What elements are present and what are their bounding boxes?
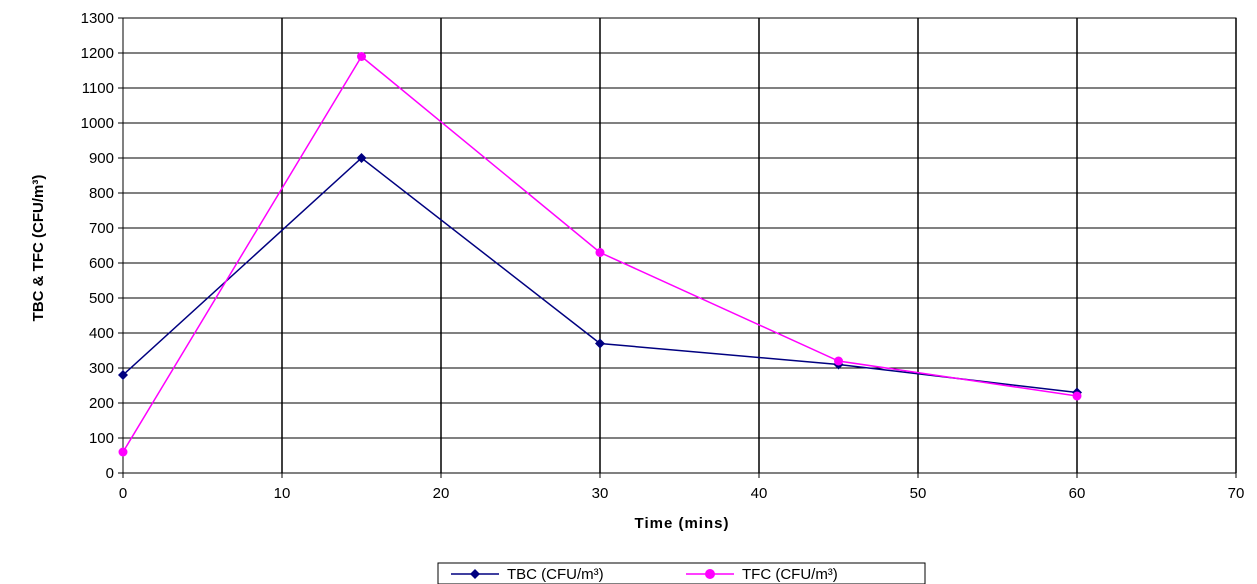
x-tick-label: 30 xyxy=(592,485,609,502)
y-tick-label: 1000 xyxy=(81,115,114,132)
data-point-circle xyxy=(834,356,843,366)
y-tick-label: 800 xyxy=(89,185,114,202)
plot-area-border xyxy=(122,17,1237,474)
legend-box xyxy=(437,562,926,584)
y-tick-label: 500 xyxy=(89,290,114,307)
x-tick-label: 10 xyxy=(274,485,291,502)
y-tick-label: 700 xyxy=(89,220,114,237)
x-tick-label: 20 xyxy=(433,485,450,502)
data-point-diamond xyxy=(595,338,605,349)
data-point-diamond xyxy=(356,153,367,163)
y-tick-label: 600 xyxy=(89,255,114,272)
tick-labels: 0100200300400500600700800900100011001200… xyxy=(81,10,1245,502)
legend-tbc-marker xyxy=(470,569,480,579)
x-tick-label: 40 xyxy=(751,485,768,502)
y-tick-label: 0 xyxy=(106,465,114,482)
data-point-circle xyxy=(118,447,128,457)
series-tfc xyxy=(118,52,1082,457)
data-point-circle xyxy=(595,248,605,257)
y-tick-label: 400 xyxy=(89,325,114,342)
y-tick-label: 1200 xyxy=(81,45,114,62)
x-tick-label: 70 xyxy=(1228,485,1245,502)
y-tick-label: 300 xyxy=(89,360,114,377)
x-tick-label: 50 xyxy=(910,485,927,502)
data-point-circle xyxy=(1072,391,1082,401)
x-tick-label: 60 xyxy=(1069,485,1086,502)
y-tick-label: 1300 xyxy=(81,10,114,27)
axes xyxy=(118,17,1237,478)
legend-tfc-label: TFC (CFU/m³) xyxy=(742,566,838,583)
legend: TBC (CFU/m³) TFC (CFU/m³) xyxy=(437,562,926,584)
y-tick-label: 900 xyxy=(89,150,114,167)
x-axis-title: Time (mins) xyxy=(635,515,730,532)
y-axis-title: TBC & TFC (CFU/m³) xyxy=(30,175,47,322)
data-point-circle xyxy=(357,52,366,61)
grid xyxy=(123,17,1237,473)
series xyxy=(118,52,1082,457)
legend-tbc-label: TBC (CFU/m³) xyxy=(507,566,604,583)
data-point-diamond xyxy=(118,370,128,380)
y-tick-label: 100 xyxy=(89,430,114,447)
y-tick-label: 1100 xyxy=(82,80,114,97)
y-tick-label: 200 xyxy=(89,395,114,412)
legend-tfc-marker xyxy=(705,569,715,579)
series-tbc xyxy=(118,153,1082,398)
x-tick-label: 0 xyxy=(119,485,127,502)
